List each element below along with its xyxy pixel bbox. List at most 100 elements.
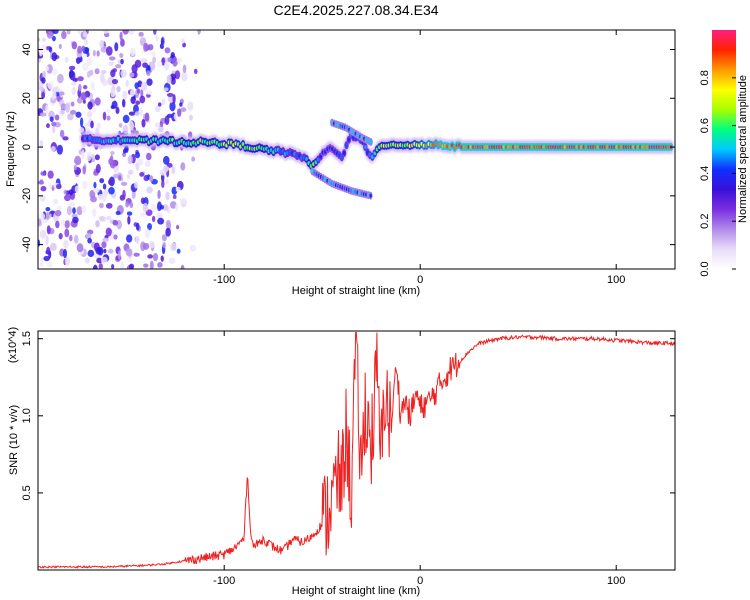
noise-blob (152, 56, 157, 64)
noise-blob (139, 106, 143, 117)
noise-blob (108, 61, 114, 66)
noise-blob (119, 31, 123, 41)
noise-blob (122, 114, 130, 124)
noise-blob (58, 91, 65, 96)
noise-blob (97, 193, 104, 200)
noise-blob (99, 73, 105, 83)
noise-blob (63, 189, 67, 195)
noise-blob (155, 34, 159, 42)
noise-blob (64, 194, 71, 202)
noise-blob (43, 255, 51, 262)
noise-blob (42, 37, 46, 42)
colorbar-tick-label: 0.0 (699, 261, 711, 276)
noise-blob (166, 92, 174, 97)
noise-blob (171, 165, 176, 175)
noise-blob (162, 204, 169, 212)
ridge-core (241, 142, 245, 147)
noise-blob (69, 234, 73, 242)
snr-x-tick-label: 0 (417, 575, 423, 587)
noise-blob (191, 156, 196, 162)
noise-blob (175, 186, 181, 193)
noise-blob (164, 115, 170, 126)
noise-blob (45, 206, 51, 212)
noise-blob (137, 158, 144, 166)
noise-blob (86, 154, 92, 162)
noise-blob (56, 184, 62, 190)
noise-blob (45, 211, 50, 221)
noise-blob (152, 252, 159, 262)
noise-blob (180, 264, 185, 269)
noise-blob (39, 229, 47, 239)
noise-blob (92, 49, 96, 57)
noise-blob (38, 212, 46, 220)
noise-blob (147, 241, 155, 249)
noise-blob (64, 102, 71, 113)
noise-blob (150, 203, 156, 212)
noise-blob (40, 171, 46, 176)
ridge-core (373, 151, 377, 156)
noise-blob (151, 51, 156, 57)
noise-blob (102, 237, 109, 243)
noise-blob (166, 113, 173, 118)
noise-blob (38, 37, 41, 42)
noise-blob (98, 263, 103, 269)
noise-blob (127, 215, 131, 225)
noise-blob (71, 86, 77, 96)
noise-blob (68, 189, 74, 196)
noise-blob (107, 248, 114, 254)
noise-blob (151, 215, 156, 222)
noise-blob (159, 204, 165, 210)
noise-blob (154, 105, 161, 113)
noise-blob (86, 110, 93, 118)
noise-blob (46, 225, 51, 235)
noise-blob (164, 57, 168, 62)
spectrogram-y-label: Frequency (Hz) (5, 111, 17, 187)
noise-blob (135, 100, 141, 105)
noise-blob (64, 256, 71, 266)
noise-blob (154, 122, 161, 128)
noise-blob (136, 88, 141, 94)
noise-blob (126, 174, 131, 180)
noise-blob (122, 189, 126, 200)
noise-blob (82, 62, 89, 72)
noise-blob (120, 181, 128, 186)
noise-blob (169, 101, 176, 112)
noise-blob (162, 241, 166, 249)
noise-blob (115, 210, 121, 216)
spectrogram-panel: -100 0 100 -40 -20 0 20 40 Height of straight … (5, 29, 676, 297)
noise-blob (130, 96, 137, 105)
noise-blob (113, 173, 118, 179)
noise-blob (181, 38, 185, 44)
noise-blob (127, 169, 134, 175)
noise-blob (169, 201, 177, 209)
colorbar-label: Normalized spectral amplitude (737, 75, 749, 223)
noise-blob (39, 179, 44, 184)
noise-blob (134, 181, 139, 189)
noise-blob (164, 60, 170, 71)
noise-blob (78, 127, 85, 133)
noise-blob (161, 179, 165, 189)
noise-blob (122, 148, 127, 154)
noise-blob (168, 257, 176, 264)
noise-blob (77, 76, 84, 82)
noise-blob (63, 239, 69, 249)
noise-blob (105, 227, 112, 237)
colorbar-tick-label: 0.4 (699, 166, 711, 181)
noise-blob (74, 155, 82, 166)
noise-blob (141, 81, 148, 92)
noise-blob (95, 163, 101, 174)
noise-blob (90, 81, 95, 91)
noise-blob (50, 145, 56, 152)
noise-blob (142, 202, 149, 212)
noise-blob (180, 162, 186, 171)
noise-blob (62, 248, 68, 259)
colorbar-axis: 0.0 0.2 0.4 0.6 0.8 (699, 70, 736, 277)
noise-blob (109, 155, 114, 165)
noise-blob (38, 86, 45, 91)
noise-blob (157, 261, 163, 268)
noise-blob (49, 242, 57, 252)
noise-blob (165, 178, 169, 185)
noise-blob (102, 111, 107, 121)
noise-blob (126, 234, 133, 243)
noise-blob (46, 262, 53, 268)
